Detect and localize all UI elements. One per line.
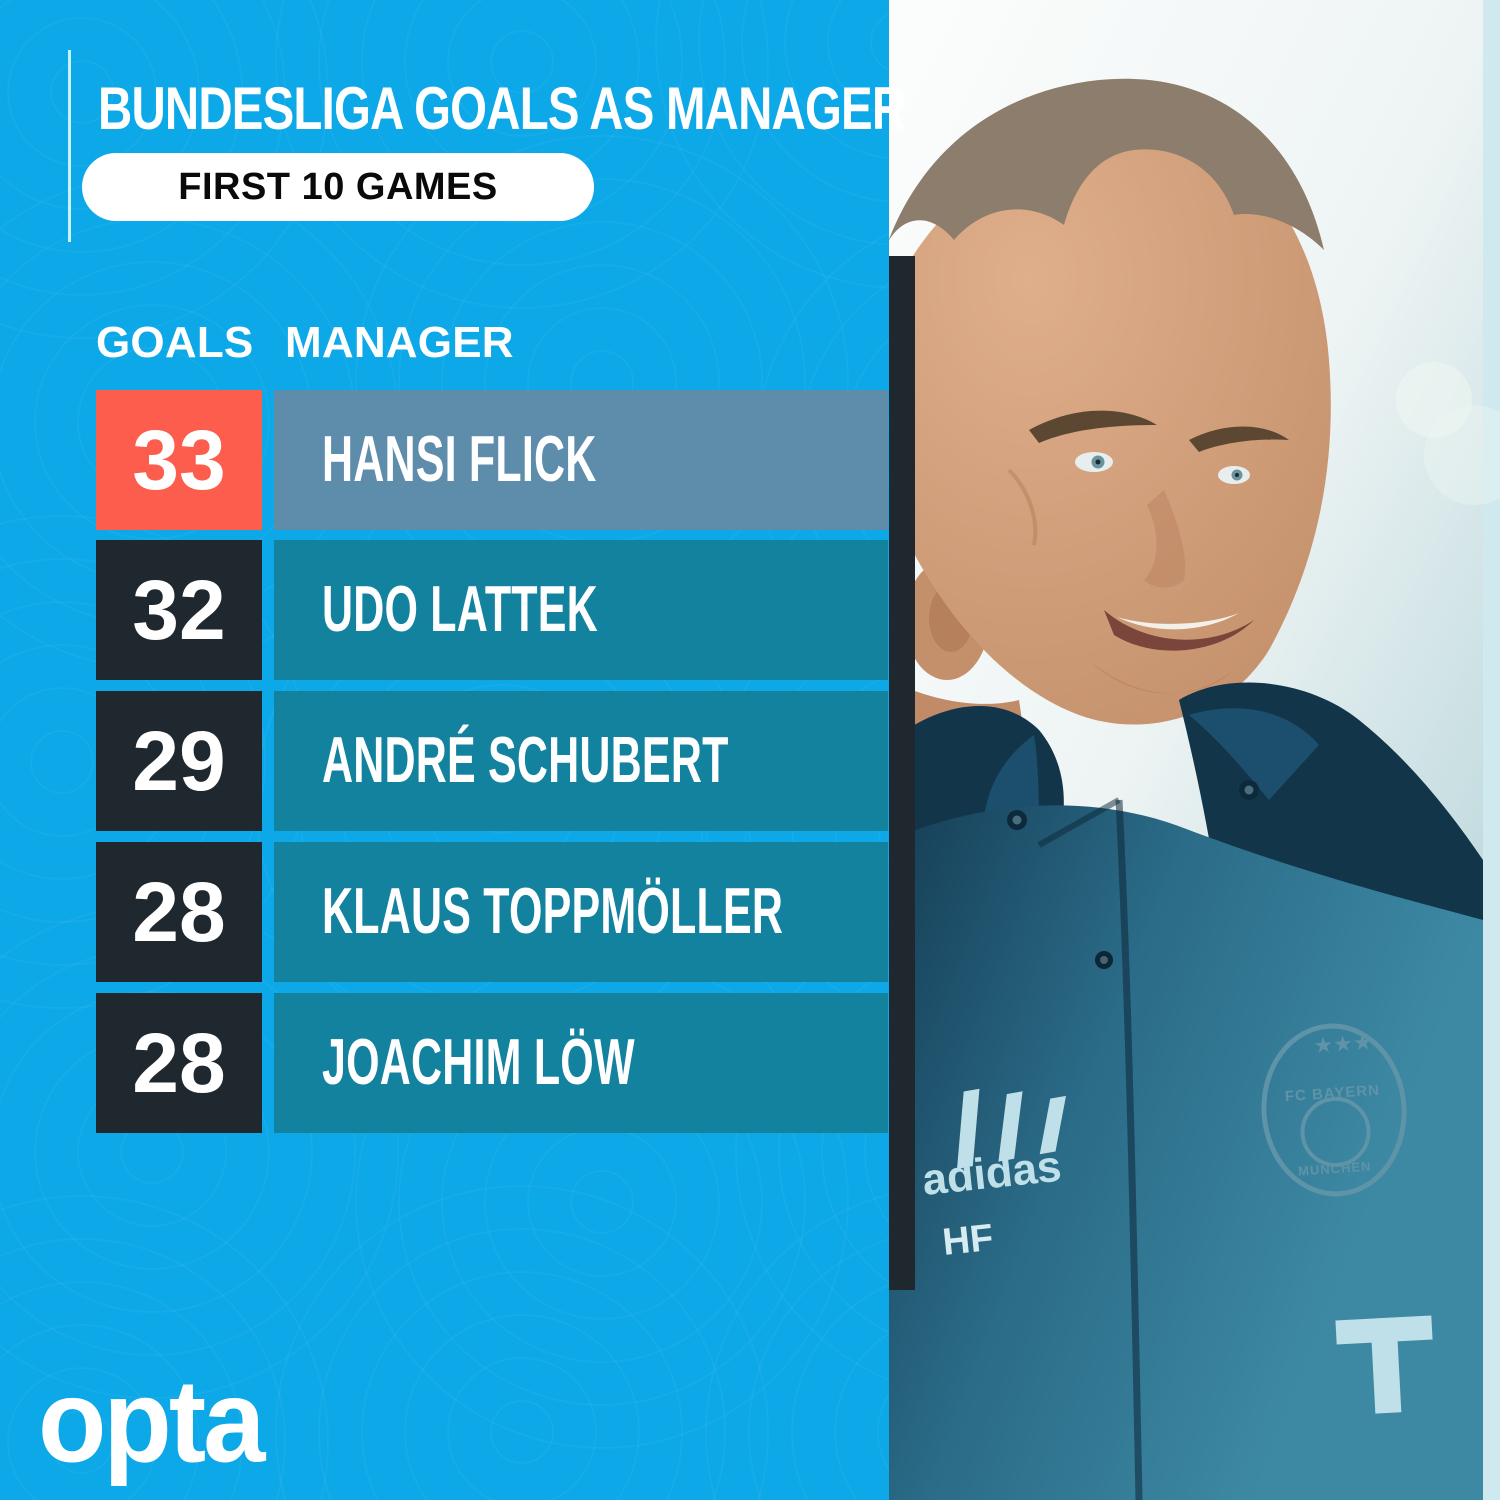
svg-text:★★★: ★★★ [1313,1029,1374,1058]
svg-text:HF: HF [941,1217,996,1264]
